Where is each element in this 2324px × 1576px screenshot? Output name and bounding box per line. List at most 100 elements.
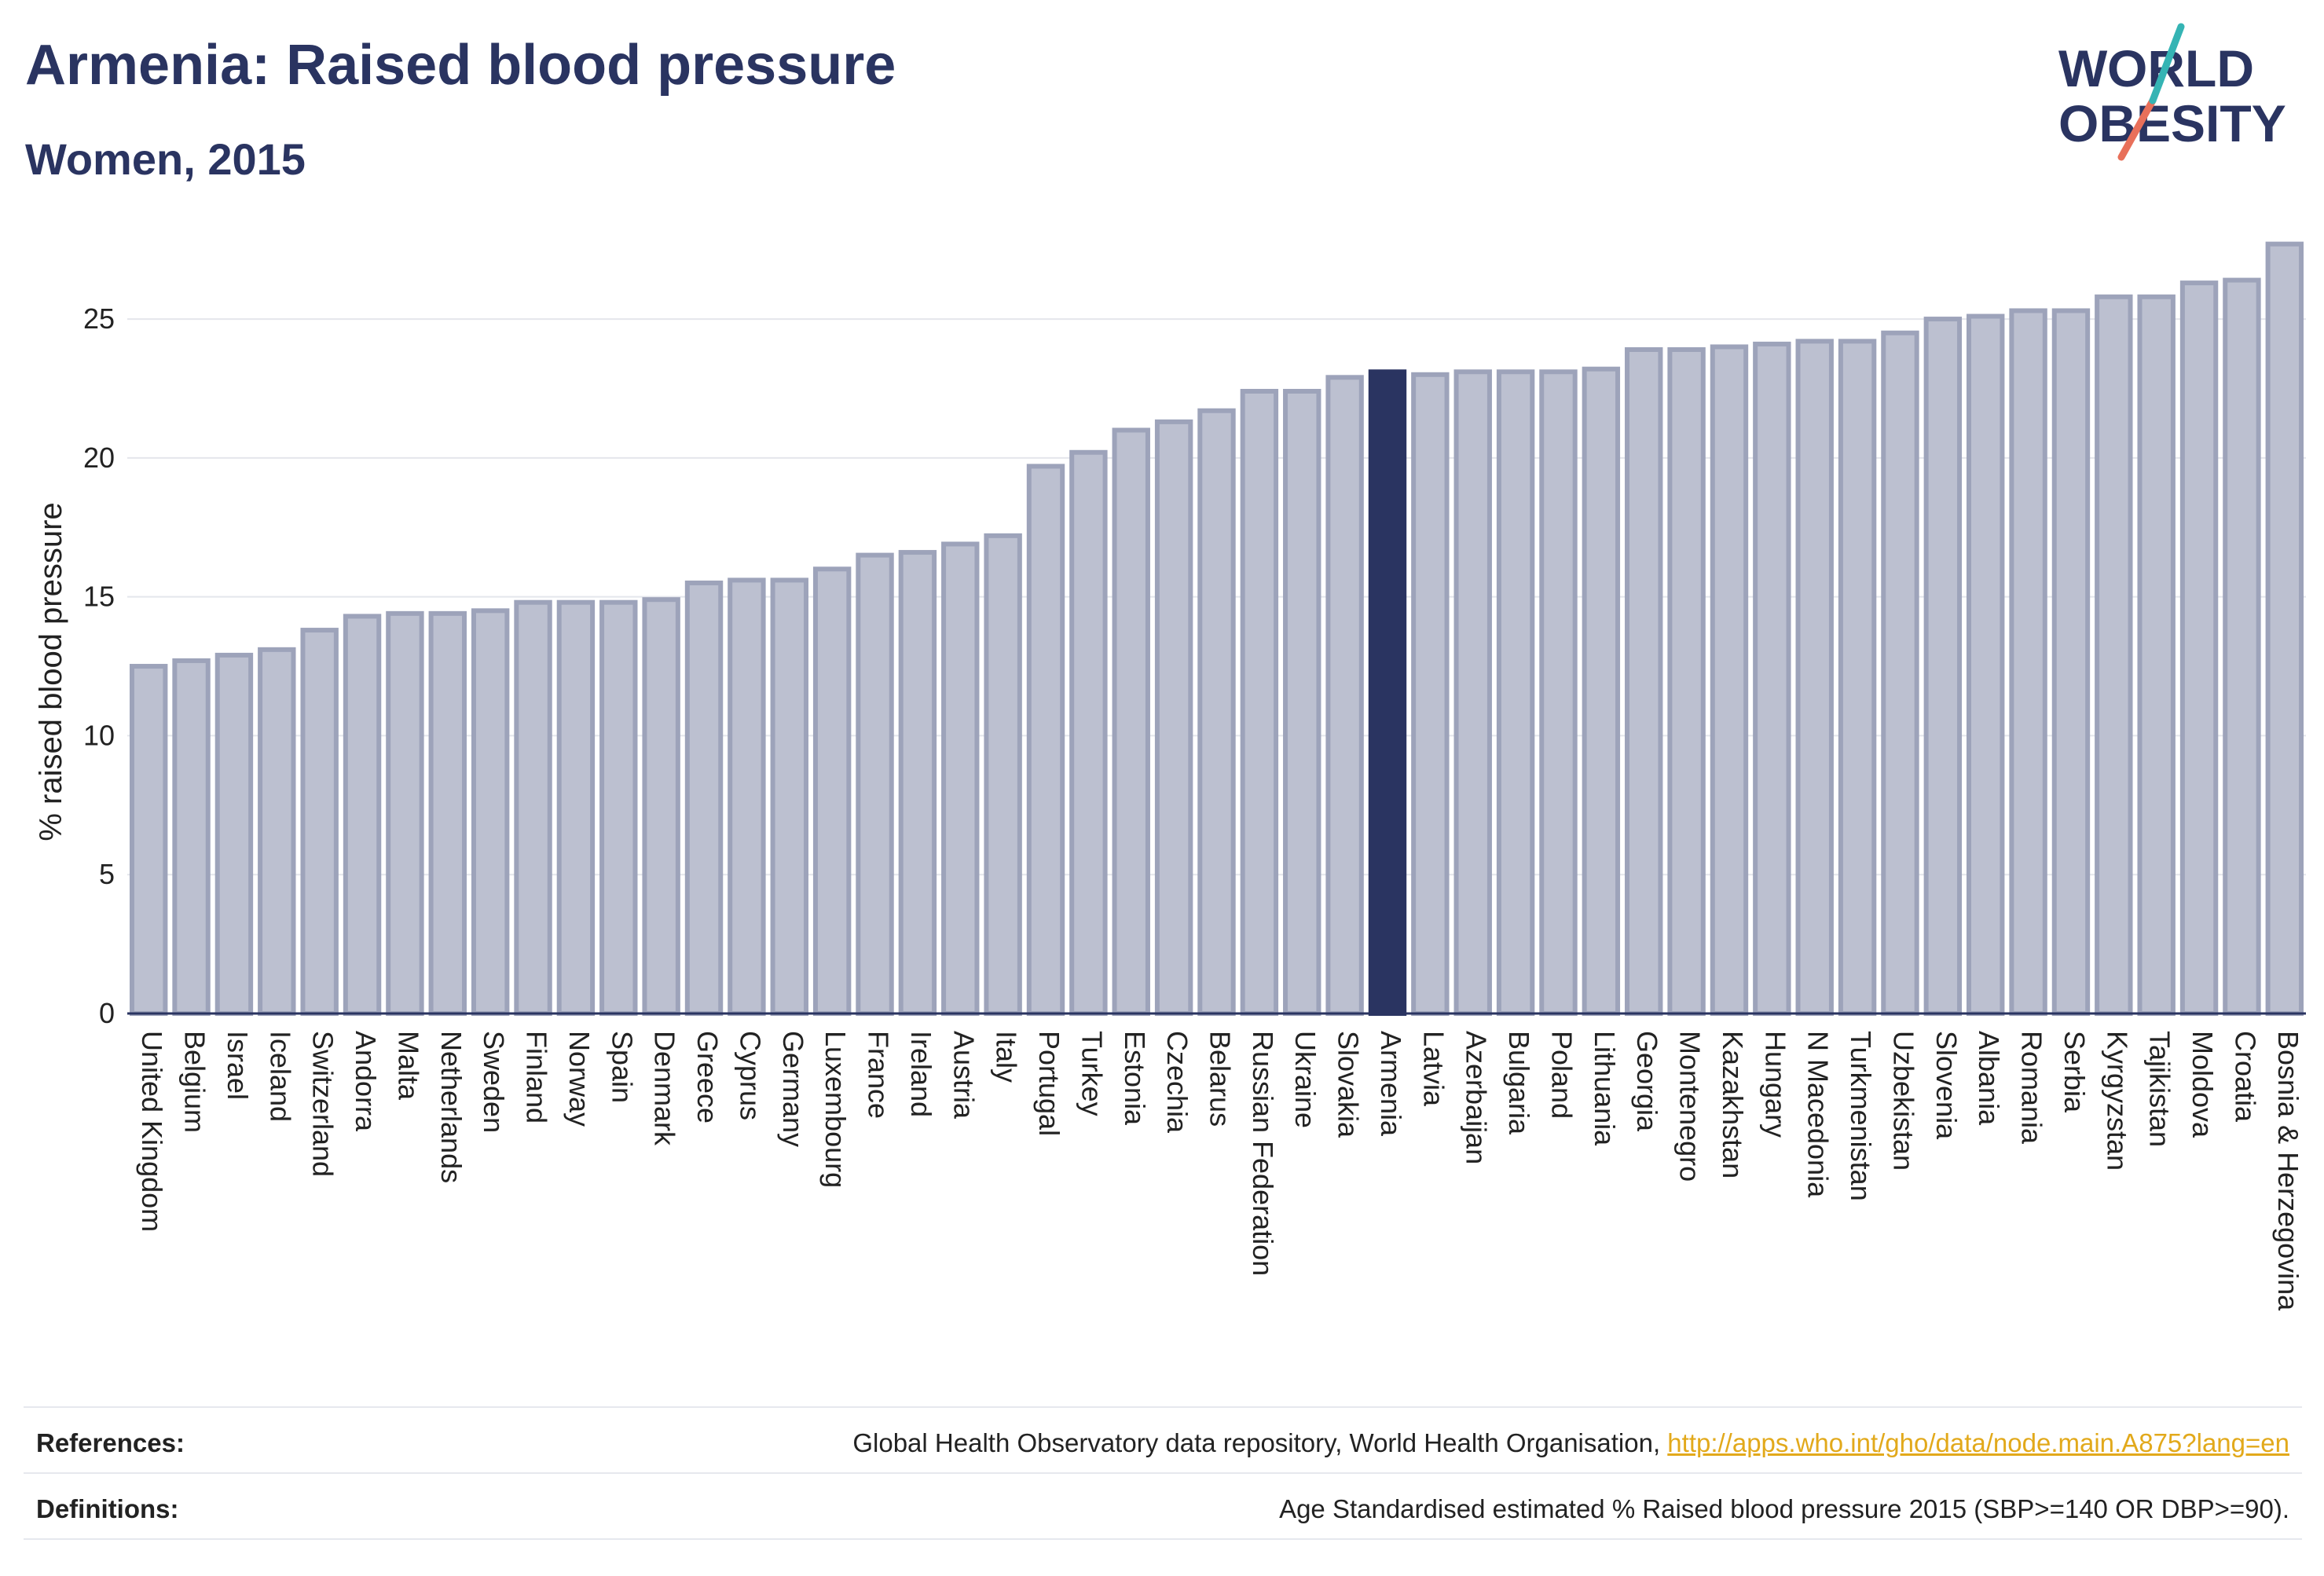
x-tick-label: France <box>863 1031 895 1119</box>
bar <box>1881 330 1919 1016</box>
references-link[interactable]: http://apps.who.int/gho/data/node.main.A… <box>1667 1428 2289 1457</box>
x-tick-label: Turkey <box>1076 1031 1108 1116</box>
bar <box>1069 449 1108 1016</box>
bar <box>1197 408 1236 1016</box>
bar <box>1753 341 1791 1016</box>
definitions-row: Definitions: Age Standardised estimated … <box>24 1477 2302 1540</box>
x-tick-label: Azerbaijan <box>1461 1031 1493 1164</box>
x-tick-label: Albania <box>1973 1031 2005 1126</box>
bar <box>1411 372 1450 1016</box>
references-text: Global Health Observatory data repositor… <box>852 1428 2289 1458</box>
x-tick-label: Norway <box>563 1031 596 1127</box>
bar <box>770 577 808 1016</box>
references-source: Global Health Observatory data repositor… <box>852 1428 1668 1457</box>
footer-divider <box>24 1538 2302 1540</box>
chart-subtitle: Women, 2015 <box>25 134 306 184</box>
x-tick-label: Tajikistan <box>2144 1031 2176 1147</box>
x-tick-label: Poland <box>1545 1031 1578 1119</box>
bar <box>1967 313 2005 1016</box>
bar <box>1112 427 1150 1016</box>
bar <box>856 552 894 1016</box>
x-tick-label: Denmark <box>649 1031 681 1146</box>
y-tick-label: 10 <box>83 719 115 751</box>
bar <box>300 628 339 1016</box>
x-tick-label: Finland <box>521 1031 553 1123</box>
world-obesity-logo: W ORLD OBESITY <box>2058 23 2286 161</box>
x-tick-label: Turkmenistan <box>1845 1031 1877 1201</box>
x-tick-label: Armenia <box>1375 1031 1407 1137</box>
bars <box>129 241 2304 1017</box>
bar <box>642 597 680 1016</box>
bar <box>1582 366 1621 1016</box>
bar <box>343 614 382 1017</box>
x-tick-label: United Kingdom <box>136 1031 168 1232</box>
x-tick-label: Russian Federation <box>1247 1031 1279 1276</box>
bar <box>258 647 296 1016</box>
x-tick-label: N Macedonia <box>1802 1031 1835 1198</box>
bar <box>129 664 168 1016</box>
bar <box>941 541 980 1016</box>
bar <box>1710 344 1749 1016</box>
bar <box>1325 375 1364 1017</box>
footer-divider <box>24 1472 2302 1474</box>
bar <box>1795 339 1834 1017</box>
definitions-label: Definitions: <box>36 1494 179 1523</box>
x-axis-labels: United Kingdom Belgium Israel Iceland Switze… <box>136 1031 2304 1311</box>
x-tick-label: Hungary <box>1759 1031 1791 1138</box>
x-tick-label: Switzerland <box>307 1031 339 1177</box>
bar <box>1625 346 1663 1016</box>
x-tick-label: Moldova <box>2187 1031 2219 1138</box>
bar <box>2137 294 2176 1016</box>
bar <box>984 533 1022 1016</box>
x-tick-label: Serbia <box>2058 1031 2091 1113</box>
x-tick-label: Belgium <box>179 1031 211 1133</box>
y-axis-label: % raised blood pressure <box>34 502 68 841</box>
bar <box>1496 369 1535 1016</box>
x-tick-label: Czechia <box>1161 1031 1193 1134</box>
x-tick-label: Andorra <box>350 1031 382 1132</box>
x-tick-label: Luxembourg <box>819 1031 852 1188</box>
bar <box>471 608 510 1016</box>
x-tick-label: Lithuania <box>1589 1031 1621 1146</box>
definitions-text: Age Standardised estimated % Raised bloo… <box>1279 1494 2289 1523</box>
y-tick-label: 15 <box>83 581 115 613</box>
x-tick-label: Estonia <box>1119 1031 1151 1126</box>
bar <box>599 599 638 1016</box>
bar <box>1539 369 1578 1016</box>
x-tick-label: Netherlands <box>435 1031 467 1183</box>
x-tick-label: Sweden <box>478 1031 510 1133</box>
references-label: References: <box>36 1428 185 1457</box>
bar <box>2095 294 2133 1016</box>
x-tick-label: Iceland <box>264 1031 296 1122</box>
svg-text:OBESITY: OBESITY <box>2058 94 2286 152</box>
y-tick-label: 25 <box>83 302 115 335</box>
x-tick-label: Montenegro <box>1674 1031 1706 1182</box>
bar <box>1453 369 1492 1016</box>
bar <box>172 658 211 1016</box>
y-tick-label: 0 <box>99 997 115 1029</box>
bar <box>1923 317 1963 1017</box>
x-tick-label: Ukraine <box>1289 1031 1321 1128</box>
bar <box>2009 308 2047 1016</box>
bar-highlight <box>1368 369 1407 1016</box>
y-axis-ticks: 0 5 10 15 20 25 <box>83 302 115 1029</box>
x-tick-label: Croatia <box>2229 1031 2261 1123</box>
bar <box>812 566 852 1016</box>
bar <box>214 652 254 1017</box>
bar <box>1154 419 1193 1016</box>
x-tick-label: Belarus <box>1204 1031 1237 1127</box>
bar <box>2265 241 2304 1017</box>
x-tick-label: Bosnia & Herzegovina <box>2272 1031 2304 1311</box>
x-tick-label: Romania <box>2016 1031 2048 1145</box>
bar-chart: 0 5 10 15 20 25 United Kingdom Belgium Israel Ic… <box>34 241 2306 1311</box>
x-tick-label: Cyprus <box>734 1031 766 1120</box>
footer-divider <box>24 1406 2302 1408</box>
x-tick-label: Spain <box>606 1031 638 1103</box>
svg-text:W: W <box>2058 39 2108 97</box>
x-tick-label: Italy <box>991 1031 1023 1083</box>
bar <box>428 610 467 1016</box>
y-tick-label: 5 <box>99 858 115 890</box>
x-tick-label: Uzbekistan <box>1887 1031 1919 1171</box>
bar <box>556 599 596 1016</box>
y-tick-label: 20 <box>83 442 115 474</box>
